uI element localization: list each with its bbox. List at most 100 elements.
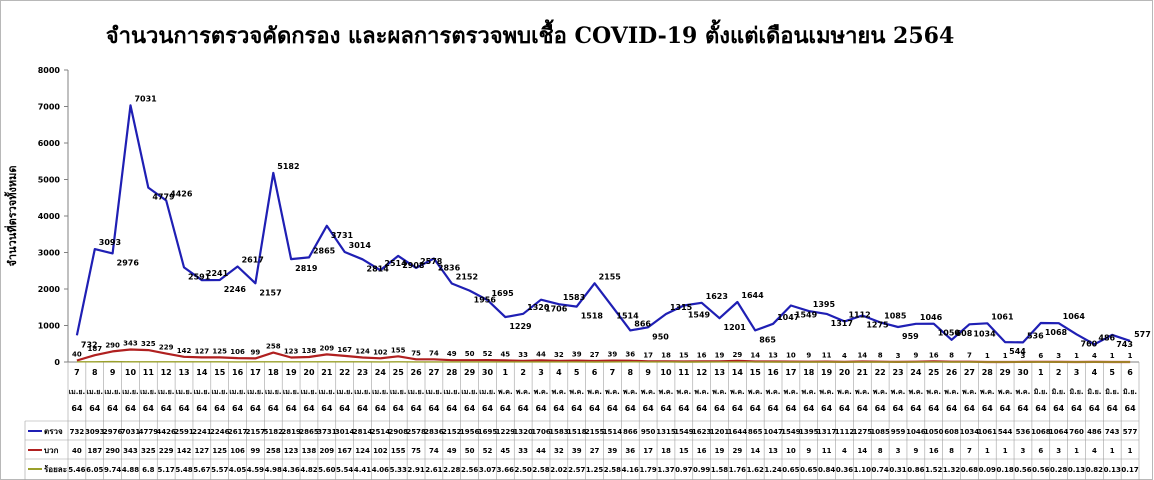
x-month-label: เม.ย. bbox=[426, 388, 442, 396]
table-cell: 5.46 bbox=[68, 466, 85, 474]
data-label-tested: 1317 bbox=[831, 319, 853, 328]
x-day-label: 15 bbox=[214, 368, 226, 377]
data-label-tested: 2976 bbox=[117, 258, 140, 267]
y-tick-label: 0 bbox=[54, 358, 60, 367]
x-year-label: 64 bbox=[821, 404, 833, 413]
table-cell: 2.57 bbox=[568, 466, 585, 474]
x-day-label: 22 bbox=[875, 368, 886, 377]
table-cell: 1 bbox=[1074, 447, 1079, 455]
table-cell: 33 bbox=[518, 447, 528, 455]
x-day-label: 20 bbox=[303, 368, 315, 377]
table-cell: 0.13 bbox=[1068, 466, 1085, 474]
table-cell: 1.76 bbox=[729, 466, 746, 474]
table-cell: 4.82 bbox=[300, 466, 317, 474]
data-label-tested: 1549 bbox=[688, 310, 711, 319]
data-label-tested: 2578 bbox=[420, 257, 443, 266]
y-tick-label: 4000 bbox=[38, 212, 61, 221]
data-label-positive: 99 bbox=[251, 348, 261, 356]
table-cell: 743 bbox=[1105, 428, 1120, 436]
table-cell: 536 bbox=[1016, 428, 1031, 436]
x-day-label: 17 bbox=[785, 368, 796, 377]
x-day-label: 23 bbox=[892, 368, 903, 377]
table-row-label: ร้อยละ bbox=[44, 464, 67, 474]
data-label-tested: 866 bbox=[634, 319, 651, 328]
data-label-positive: 1 bbox=[1003, 352, 1008, 360]
data-label-positive: 39 bbox=[608, 351, 618, 359]
data-label-positive: 1 bbox=[1074, 352, 1079, 360]
x-year-label: 64 bbox=[411, 404, 423, 413]
y-tick-label: 5000 bbox=[38, 176, 61, 185]
x-month-label: เม.ย. bbox=[301, 388, 317, 396]
x-month-label: พ.ค. bbox=[534, 388, 549, 396]
data-label-positive: 1 bbox=[985, 352, 990, 360]
x-year-label: 64 bbox=[625, 404, 637, 413]
x-month-label: พ.ค. bbox=[677, 388, 692, 396]
data-label-tested: 865 bbox=[759, 335, 776, 344]
x-year-label: 64 bbox=[1035, 404, 1047, 413]
x-month-label: พ.ค. bbox=[980, 388, 995, 396]
table-cell: 2152 bbox=[442, 428, 462, 436]
data-label-positive: 187 bbox=[87, 345, 102, 353]
table-cell: 4.41 bbox=[354, 466, 371, 474]
table-cell: 229 bbox=[159, 447, 174, 455]
x-day-label: 3 bbox=[538, 368, 544, 377]
table-cell: 209 bbox=[320, 447, 335, 455]
data-label-tested: 2155 bbox=[599, 272, 622, 281]
table-cell: 2155 bbox=[585, 428, 605, 436]
x-day-label: 7 bbox=[610, 368, 616, 377]
x-day-label: 19 bbox=[821, 368, 833, 377]
table-cell: 3.07 bbox=[479, 466, 496, 474]
x-year-label: 64 bbox=[375, 404, 387, 413]
x-month-label: เม.ย. bbox=[408, 388, 424, 396]
x-month-label: มิ.ย. bbox=[1123, 388, 1137, 396]
x-year-label: 64 bbox=[1017, 404, 1029, 413]
table-cell: 1 bbox=[985, 447, 990, 455]
data-label-tested: 544 bbox=[1009, 347, 1026, 356]
x-day-label: 5 bbox=[1109, 368, 1115, 377]
x-month-label: พ.ค. bbox=[748, 388, 763, 396]
x-year-label: 64 bbox=[643, 404, 655, 413]
x-month-label: พ.ค. bbox=[926, 388, 941, 396]
table-cell: 2908 bbox=[388, 428, 408, 436]
x-day-label: 5 bbox=[574, 368, 580, 377]
x-year-label: 64 bbox=[946, 404, 958, 413]
x-month-label: เม.ย. bbox=[104, 388, 120, 396]
table-cell: 1061 bbox=[978, 428, 998, 436]
data-label-positive: 167 bbox=[337, 346, 352, 354]
x-day-label: 1 bbox=[503, 368, 509, 377]
data-label-tested: 2908 bbox=[402, 261, 425, 270]
data-label-positive: 1 bbox=[1110, 352, 1115, 360]
data-label-positive: 27 bbox=[590, 351, 600, 359]
x-day-label: 19 bbox=[286, 368, 298, 377]
table-cell: 0.99 bbox=[693, 466, 710, 474]
table-cell: 4.36 bbox=[282, 466, 299, 474]
data-label-positive: 40 bbox=[72, 351, 82, 359]
table-cell: 32 bbox=[554, 447, 564, 455]
table-cell: 2.58 bbox=[532, 466, 549, 474]
data-label-positive: 7 bbox=[967, 352, 972, 360]
data-label-positive: 45 bbox=[500, 350, 510, 358]
data-label-positive: 10 bbox=[786, 352, 796, 360]
data-label-tested: 1695 bbox=[491, 289, 514, 298]
data-label-tested: 3731 bbox=[331, 231, 354, 240]
x-month-label: เม.ย. bbox=[194, 388, 210, 396]
x-month-label: พ.ค. bbox=[801, 388, 816, 396]
data-label-positive: 44 bbox=[536, 350, 546, 358]
x-month-label: พ.ค. bbox=[498, 388, 513, 396]
data-label-positive: 290 bbox=[105, 341, 120, 349]
x-month-label: เม.ย. bbox=[176, 388, 192, 396]
table-cell: 2976 bbox=[103, 428, 123, 436]
table-cell: 27 bbox=[590, 447, 600, 455]
x-month-label: เม.ย. bbox=[390, 388, 406, 396]
table-cell: 1623 bbox=[692, 428, 712, 436]
data-label-positive: 32 bbox=[554, 351, 564, 359]
table-cell: 6.05 bbox=[86, 466, 103, 474]
x-day-label: 9 bbox=[645, 368, 651, 377]
data-label-positive: 4 bbox=[842, 352, 847, 360]
table-cell: 1695 bbox=[478, 428, 498, 436]
data-label-tested: 1549 bbox=[795, 310, 818, 319]
table-cell: 2.91 bbox=[407, 466, 424, 474]
x-day-label: 4 bbox=[556, 368, 562, 377]
x-year-label: 64 bbox=[553, 404, 565, 413]
x-year-label: 64 bbox=[268, 404, 280, 413]
